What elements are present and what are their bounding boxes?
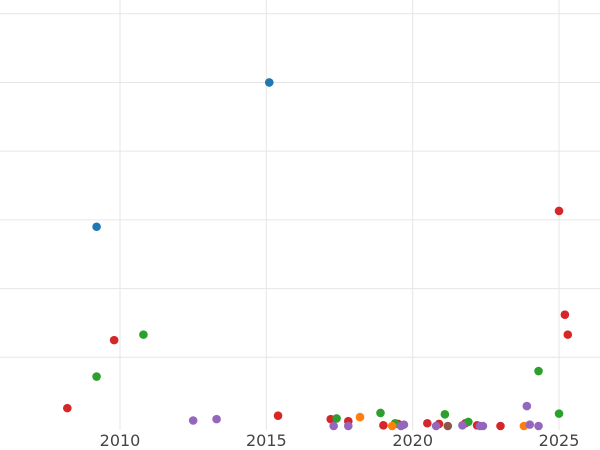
- data-point: [534, 421, 543, 431]
- data-point: [522, 401, 532, 411]
- data-point: [109, 335, 119, 345]
- data-point: [273, 411, 283, 420]
- grid: [0, 0, 600, 430]
- data-point: [355, 412, 365, 422]
- data-point: [92, 372, 101, 381]
- data-point: [563, 330, 573, 339]
- data-point: [534, 366, 543, 376]
- data-point: [431, 421, 441, 431]
- data-point: [379, 421, 388, 430]
- data-point: [387, 421, 397, 431]
- data-point: [440, 410, 450, 419]
- data-point: [554, 206, 564, 216]
- data-point: [264, 78, 274, 87]
- x-axis-ticks: 2010 2015 2020 2025: [100, 431, 580, 450]
- data-point: [376, 408, 385, 418]
- data-point: [63, 403, 72, 413]
- data-point: [458, 421, 467, 430]
- x-tick-label: 2015: [246, 431, 287, 450]
- data-point: [188, 416, 198, 425]
- data-point: [92, 222, 101, 232]
- data-point: [332, 414, 341, 423]
- x-tick-label: 2010: [100, 431, 141, 450]
- data-point: [554, 409, 564, 418]
- data-point: [525, 420, 535, 429]
- data-point: [329, 421, 338, 431]
- data-points: [63, 78, 573, 431]
- data-point: [139, 330, 148, 339]
- data-point: [399, 420, 409, 429]
- x-tick-label: 2025: [539, 431, 580, 450]
- data-point: [560, 310, 570, 319]
- data-point: [343, 421, 353, 431]
- x-tick-label: 2020: [392, 431, 433, 450]
- data-point: [212, 414, 221, 424]
- data-point: [496, 421, 505, 431]
- data-point: [478, 421, 488, 431]
- data-point: [443, 421, 453, 431]
- data-point: [423, 418, 432, 428]
